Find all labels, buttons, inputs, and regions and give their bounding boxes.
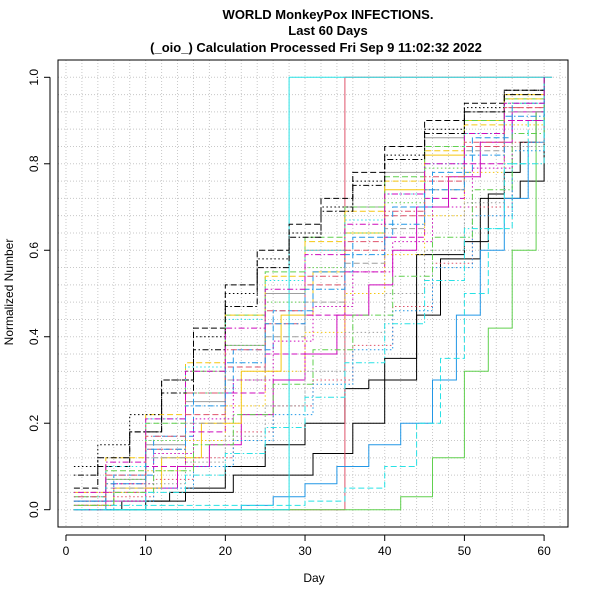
series-line-30 xyxy=(73,77,545,511)
x-tick-label: 50 xyxy=(458,544,472,558)
y-tick-label: 0.8 xyxy=(27,155,41,172)
series-line-14 xyxy=(73,77,545,511)
y-tick-label: 0.0 xyxy=(27,501,41,518)
x-tick-label: 40 xyxy=(378,544,392,558)
y-axis-label: Normalized Number xyxy=(2,239,16,346)
x-tick-label: 10 xyxy=(139,544,153,558)
x-tick-label: 60 xyxy=(537,544,551,558)
x-tick-label: 30 xyxy=(298,544,312,558)
series-line-26 xyxy=(73,77,545,476)
y-tick-label: 0.6 xyxy=(27,242,41,259)
series-line-27 xyxy=(73,77,545,498)
series-line-4 xyxy=(73,77,545,511)
series-line-6 xyxy=(73,76,553,511)
series-line-28 xyxy=(73,77,545,506)
x-tick-label: 20 xyxy=(219,544,233,558)
chart-title-line-2: Last 60 Days xyxy=(288,23,368,38)
series-line-25 xyxy=(73,77,545,511)
x-axis-label: Day xyxy=(303,571,324,585)
series-line-1 xyxy=(73,77,545,511)
series-line-31 xyxy=(73,77,545,493)
y-tick-label: 0.4 xyxy=(27,328,41,345)
plot-frame xyxy=(57,59,569,528)
y-tick-label: 1.0 xyxy=(27,69,41,86)
series-line-10 xyxy=(73,77,545,489)
series-line-2 xyxy=(73,77,545,511)
chart-title-line-3: (_oio_) Calculation Processed Fri Sep 9 … xyxy=(150,40,482,55)
series-line-24 xyxy=(73,77,545,506)
series-layer xyxy=(73,76,553,511)
y-tick-label: 0.2 xyxy=(27,415,41,432)
x-tick-label: 0 xyxy=(63,544,70,558)
series-line-18 xyxy=(73,77,545,467)
series-line-22 xyxy=(73,77,545,498)
chart-title-line-1: WORLD MonkeyPox INFECTIONS. xyxy=(223,7,434,22)
series-line-13 xyxy=(73,77,545,502)
axis-layer: 0 10 20 30 40 50 60 0.0 0.2 0.4 0.6 0.8 1.0 xyxy=(27,69,551,558)
